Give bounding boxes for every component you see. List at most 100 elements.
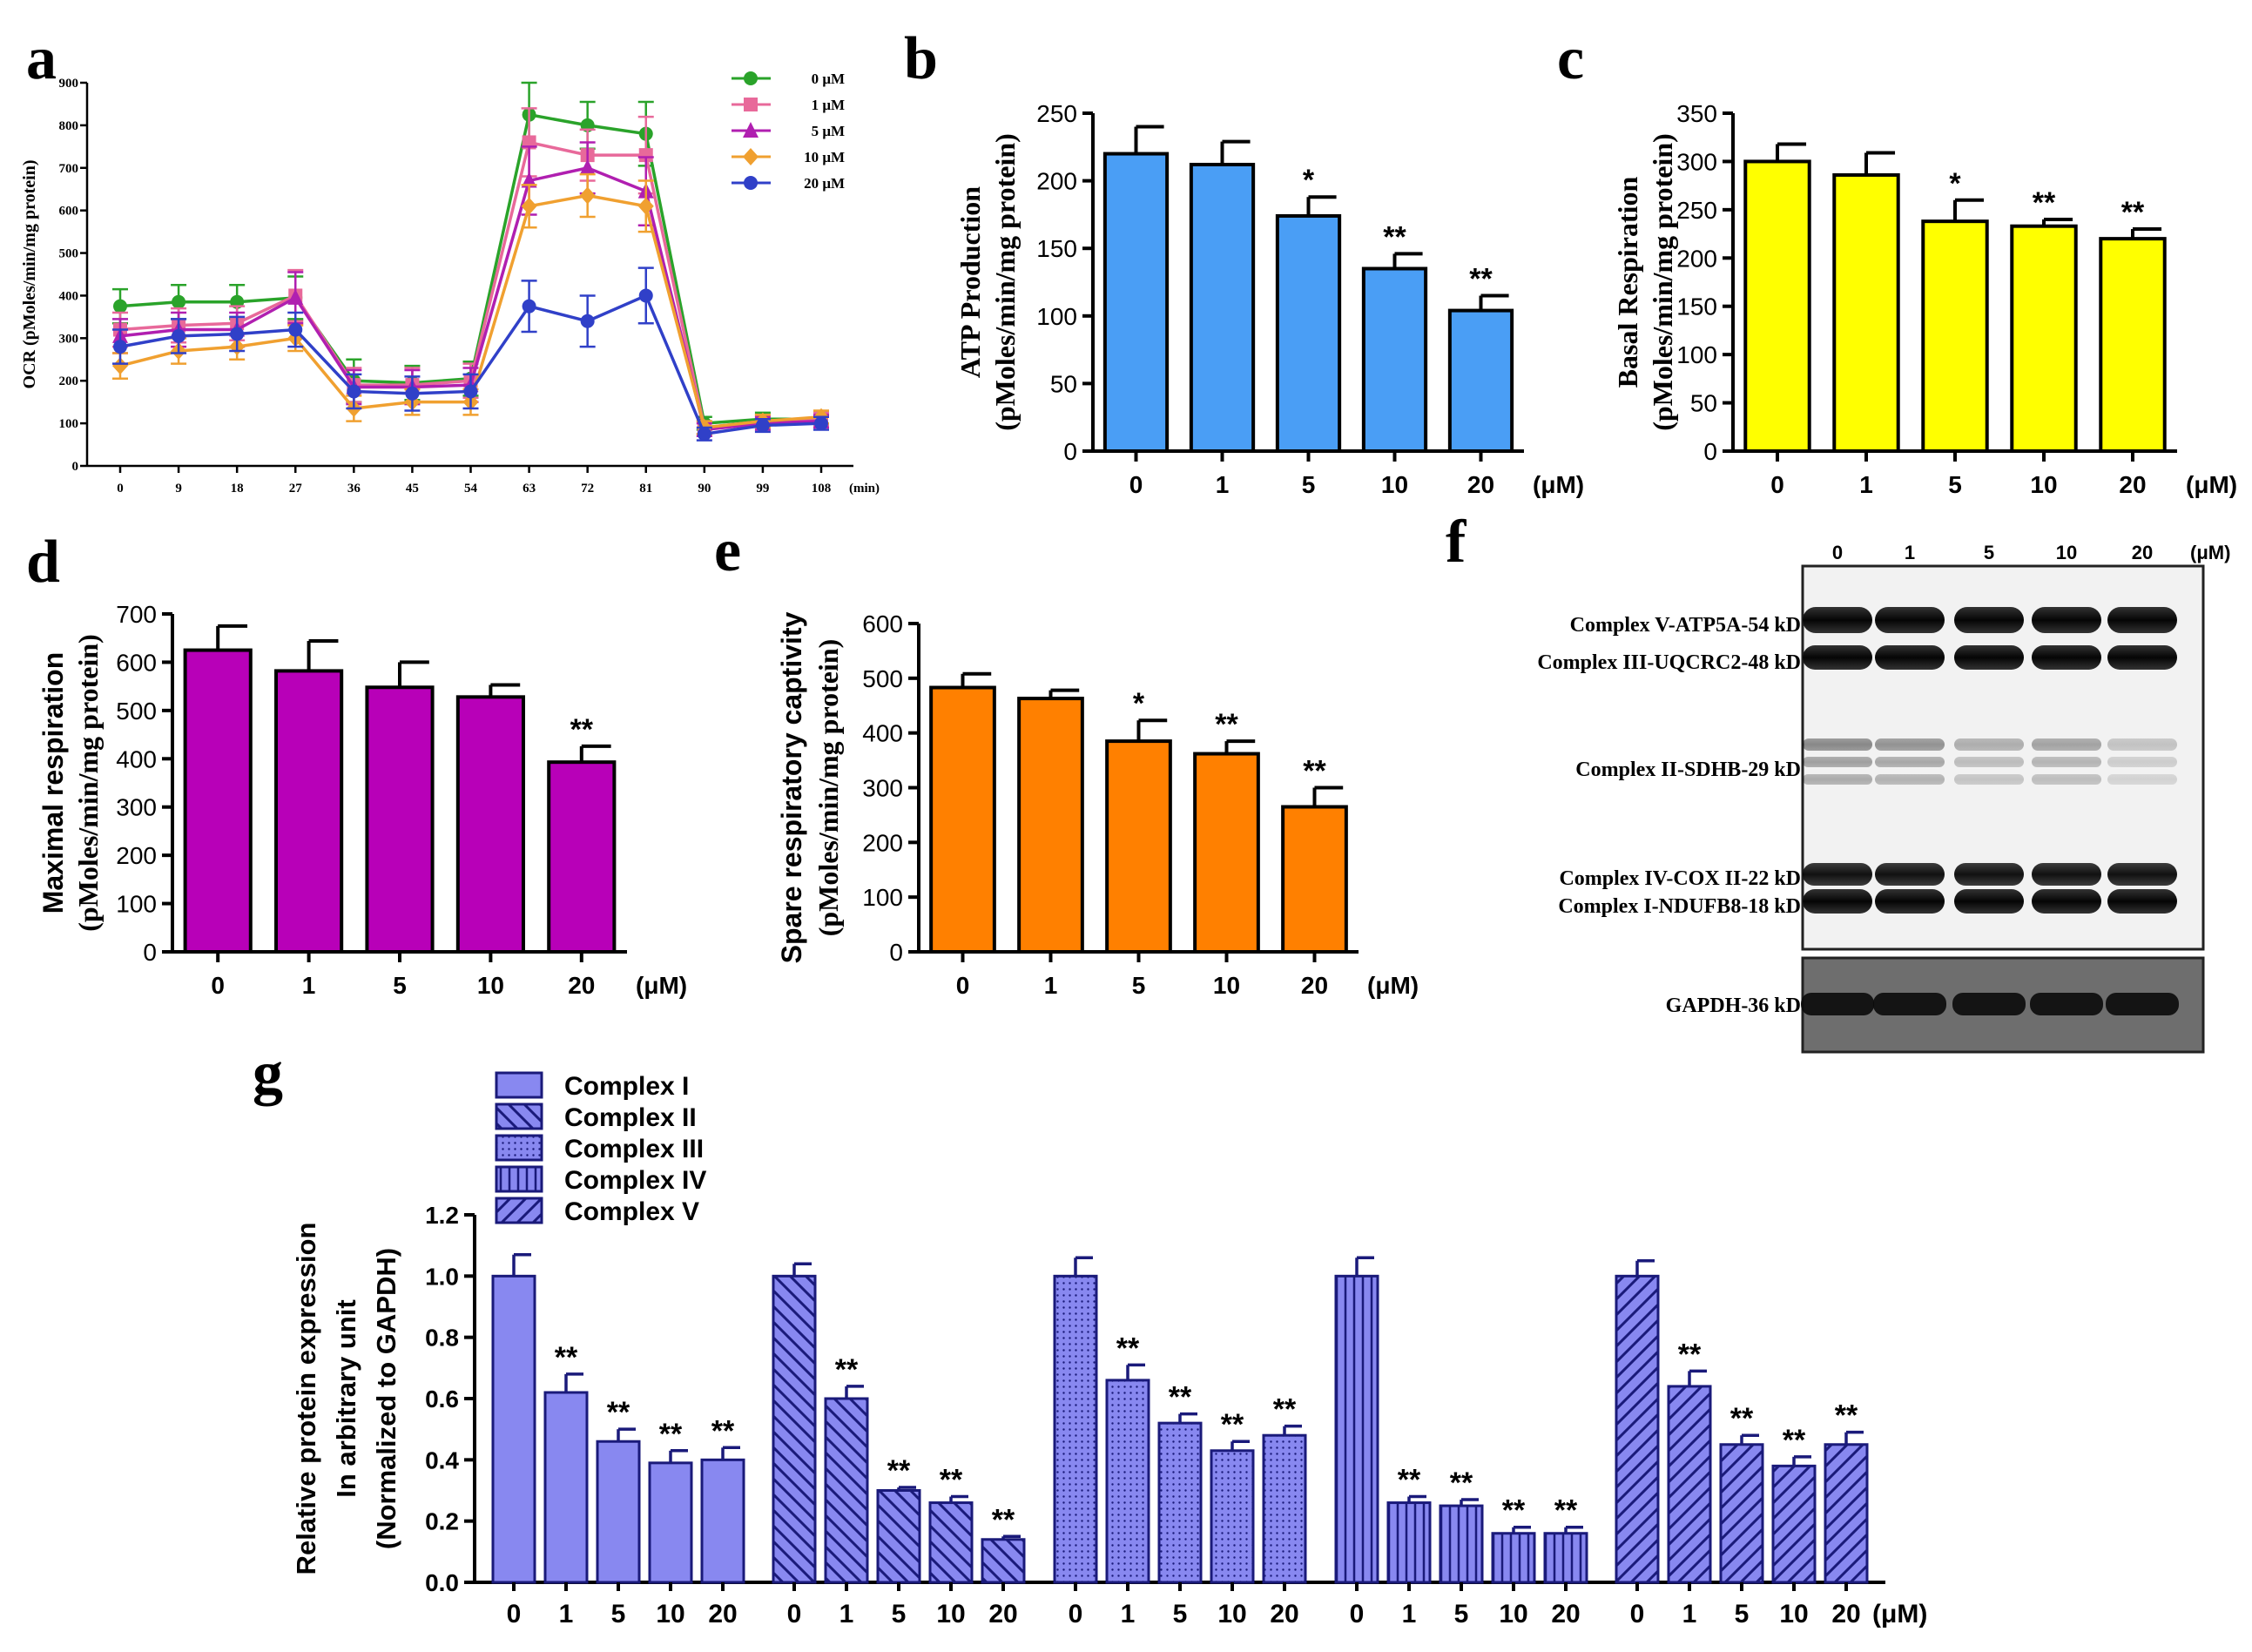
y-tick-label: 100	[1036, 303, 1077, 330]
blot-band	[2107, 757, 2177, 767]
bar	[1543, 1532, 1588, 1584]
x-tick-label: 108	[812, 482, 832, 496]
y-tick-label: 0.2	[425, 1508, 459, 1535]
blot-band	[1954, 774, 2024, 785]
marker-circle	[172, 294, 186, 309]
gapdh-band	[2106, 993, 2179, 1015]
x-tick-label: 1	[1216, 471, 1230, 498]
x-tick-label: 0	[1770, 471, 1784, 498]
bar	[547, 760, 617, 954]
bar	[1361, 266, 1428, 454]
blot-band	[2107, 645, 2177, 670]
significance-marker: **	[1273, 1393, 1297, 1426]
x-tick-label: 5	[1173, 1600, 1188, 1628]
bar	[455, 695, 525, 954]
y-axis-subtitle: (pMoles/min/mg protein)	[1647, 133, 1678, 431]
marker-circle	[522, 299, 536, 314]
y-axis-subtitle: (pMoles/min/mg protein)	[72, 634, 104, 932]
x-tick-label: 20	[988, 1600, 1017, 1628]
significance-marker: **	[1398, 1464, 1421, 1497]
marker-triangle	[521, 172, 537, 188]
x-tick-label: 5	[1132, 972, 1146, 999]
panel-e-spare-chart: 0 100 200 300 400 500 600 0 1 5 * 10 ** 20 ** (μM) Spare…	[776, 610, 1419, 999]
panel-label-e: e	[714, 517, 741, 584]
legend-label: 10 μM	[804, 149, 845, 165]
significance-marker: **	[711, 1414, 735, 1447]
legend-label: Complex IV	[564, 1166, 706, 1195]
x-tick-label: 5	[611, 1600, 626, 1628]
x-tick-label: 99	[756, 482, 769, 496]
significance-marker: **	[1502, 1494, 1526, 1527]
marker-circle	[755, 418, 770, 433]
y-axis-note: (Normalized to GAPDH)	[371, 1248, 401, 1549]
legend-label: 1 μM	[812, 97, 845, 113]
x-tick-label: 45	[406, 482, 419, 496]
significance-marker: **	[1835, 1399, 1858, 1433]
significance-marker: **	[2121, 196, 2145, 229]
x-tick-label: 0	[1069, 1600, 1083, 1628]
gapdh-band	[1801, 993, 1874, 1015]
blot-band	[1803, 645, 1872, 670]
bar	[1105, 739, 1172, 954]
marker-triangle	[287, 288, 304, 305]
significance-marker: **	[555, 1341, 578, 1374]
bar	[981, 1538, 1026, 1584]
blot-band	[1803, 607, 1872, 633]
y-tick-label: 50	[1690, 390, 1717, 417]
y-tick-label: 300	[1676, 148, 1717, 175]
blot-band	[1803, 774, 1872, 785]
y-tick-label: 1.0	[425, 1263, 459, 1290]
x-tick-label: 10	[1213, 972, 1240, 999]
y-axis-subtitle: (pMoles/min/mg protein)	[989, 133, 1021, 431]
bar	[1386, 1501, 1432, 1584]
panel-f-western-blot: 0 1 5 10 20 (μM) Complex V-ATP5A-54 kD Complex …	[1537, 542, 2230, 1054]
significance-marker: **	[940, 1464, 963, 1497]
bar	[700, 1458, 745, 1584]
x-tick-label: 27	[289, 482, 303, 496]
x-tick-label: 10	[2030, 471, 2057, 498]
blot-band	[2032, 738, 2101, 751]
x-tick-label: 20	[2119, 471, 2146, 498]
panel-label-g: g	[253, 1040, 283, 1107]
x-tick-label: 20	[1551, 1600, 1580, 1628]
x-unit-label: (min)	[849, 482, 880, 496]
y-tick-label: 200	[116, 842, 157, 869]
x-tick-label: 36	[347, 482, 361, 496]
group-Complex-III: 0 1 ** 5 ** 10 ** 20 **	[1053, 1256, 1307, 1628]
significance-marker: *	[1303, 164, 1315, 197]
x-tick-label: 10	[936, 1600, 965, 1628]
y-tick-label: 350	[1676, 100, 1717, 127]
legend-swatch	[495, 1165, 543, 1193]
y-axis-title: Maximal respiration	[37, 652, 69, 914]
marker-circle	[697, 427, 711, 442]
y-tick-label: 700	[116, 601, 157, 628]
y-tick-label: 900	[59, 77, 79, 91]
x-tick-label: 5	[892, 1600, 907, 1628]
bar	[1832, 172, 1900, 453]
significance-marker: **	[992, 1503, 1015, 1536]
marker-circle	[288, 322, 303, 337]
y-tick-label: 0	[889, 939, 903, 966]
bar	[1210, 1449, 1255, 1584]
blot-band	[1803, 757, 1872, 767]
x-tick-label: 72	[581, 482, 594, 496]
marker-diamond	[521, 197, 537, 215]
y-tick-label: 100	[862, 884, 903, 911]
y-axis-title: Relative protein expression	[291, 1223, 321, 1575]
blot-band	[1875, 774, 1945, 785]
blot-band	[2032, 757, 2101, 767]
significance-marker: **	[2033, 186, 2056, 219]
y-tick-label: 400	[59, 289, 79, 303]
x-tick-label: 0	[211, 972, 225, 999]
lane-unit-label: (μM)	[2190, 542, 2230, 563]
bar	[1719, 1443, 1764, 1584]
marker-circle	[638, 288, 653, 303]
marker-circle	[172, 328, 186, 343]
blot-band	[1875, 645, 1945, 670]
x-tick-label: 0	[1350, 1600, 1365, 1628]
marker-circle	[230, 327, 245, 341]
y-axis-subtitle: (pMoles/min/mg protein)	[812, 639, 844, 937]
bar	[183, 648, 253, 954]
bar	[1053, 1274, 1098, 1584]
y-tick-label: 0	[1063, 438, 1077, 465]
